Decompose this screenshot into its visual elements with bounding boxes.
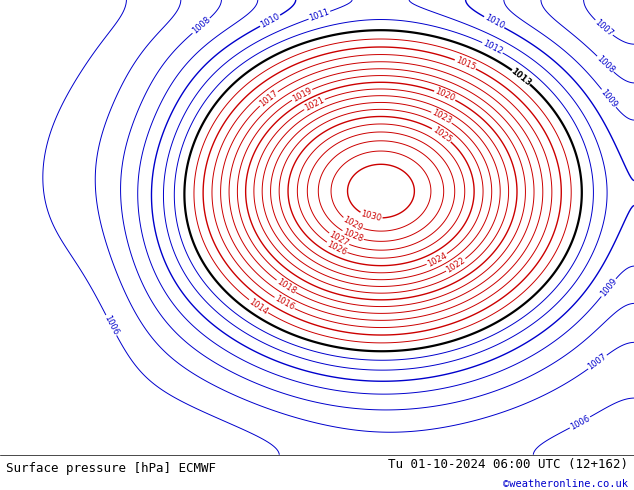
Text: 1009: 1009 xyxy=(598,277,619,298)
Text: Tu 01-10-2024 06:00 UTC (12+162): Tu 01-10-2024 06:00 UTC (12+162) xyxy=(387,458,628,471)
Text: 1020: 1020 xyxy=(434,87,456,103)
Text: 1027: 1027 xyxy=(327,230,350,248)
Text: 1023: 1023 xyxy=(430,108,453,126)
Text: 1028: 1028 xyxy=(341,228,364,244)
Text: 1030: 1030 xyxy=(359,210,382,223)
Text: Surface pressure [hPa] ECMWF: Surface pressure [hPa] ECMWF xyxy=(6,462,216,475)
Text: 1022: 1022 xyxy=(445,256,467,275)
Text: 1007: 1007 xyxy=(586,352,609,372)
Text: 1016: 1016 xyxy=(273,294,296,312)
Text: 1008: 1008 xyxy=(190,15,212,36)
Text: 1021: 1021 xyxy=(303,96,326,113)
Text: 1024: 1024 xyxy=(425,250,448,269)
Text: 1014: 1014 xyxy=(247,297,269,316)
Text: 1010: 1010 xyxy=(259,12,281,30)
Text: 1006: 1006 xyxy=(102,314,120,337)
Text: 1012: 1012 xyxy=(481,39,504,56)
Text: 1019: 1019 xyxy=(290,86,313,103)
Text: 1025: 1025 xyxy=(430,125,453,145)
Text: 1010: 1010 xyxy=(483,13,505,31)
Text: 1029: 1029 xyxy=(341,215,364,233)
Text: 1017: 1017 xyxy=(257,88,280,109)
Text: 1018: 1018 xyxy=(275,277,297,296)
Text: 1006: 1006 xyxy=(569,414,592,432)
Text: 1026: 1026 xyxy=(325,239,348,257)
Text: 1013: 1013 xyxy=(509,66,533,88)
Text: 1015: 1015 xyxy=(454,56,477,73)
Text: 1008: 1008 xyxy=(595,53,616,75)
Text: 1009: 1009 xyxy=(598,87,619,109)
Text: 1011: 1011 xyxy=(308,7,331,23)
Text: 1007: 1007 xyxy=(593,18,615,38)
Text: ©weatheronline.co.uk: ©weatheronline.co.uk xyxy=(503,479,628,489)
